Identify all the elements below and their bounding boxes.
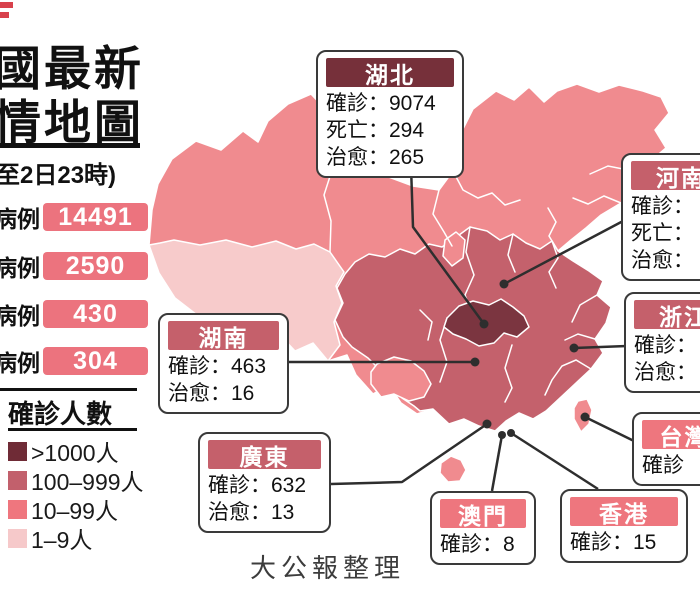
- callout-row: 確診：: [634, 334, 697, 357]
- legend-swatch-dark: [8, 441, 27, 461]
- callout-hunan-title: 湖南: [168, 321, 279, 350]
- callout-henan: 河南 確診： 死亡： 治愈：: [621, 153, 700, 281]
- legend-title: 確診人數: [8, 399, 113, 429]
- callout-row: 確診：15: [570, 531, 657, 554]
- clipped-red-mark: [0, 2, 13, 22]
- callout-row: 治愈：13: [208, 501, 295, 524]
- callout-row: 治愈：265: [326, 146, 425, 169]
- legend-swatch-medium: [8, 470, 27, 490]
- callout-zhejiang-title: 浙江: [634, 300, 700, 329]
- callout-row: 確診：8: [440, 533, 515, 556]
- stat-row-cured: 病例 430: [0, 300, 148, 329]
- stat-value-badge: 2590: [43, 252, 148, 280]
- stat-value-badge: 304: [43, 347, 148, 375]
- callout-row: 確診：632: [208, 474, 307, 497]
- map-region-guizhou: [370, 356, 432, 402]
- callout-taiwan: 台灣 確診: [632, 412, 700, 486]
- callout-row: 死亡：294: [326, 119, 425, 142]
- stat-label: 病例: [0, 206, 40, 232]
- legend-label: 100–999人: [31, 469, 144, 495]
- page-title-line1: 國最新: [0, 42, 144, 95]
- legend-item-10-99: 10–99人: [8, 498, 118, 524]
- legend-item-100-999: 100–999人: [8, 469, 144, 495]
- callout-row: 治愈：: [634, 361, 697, 384]
- stat-row-confirmed: 病例 14491: [0, 203, 148, 232]
- callout-row: 確診：463: [168, 355, 267, 378]
- callout-hunan: 湖南 確診：463 治愈：16: [158, 313, 289, 414]
- legend-title-underline: [8, 428, 137, 431]
- stat-value-badge: 14491: [43, 203, 148, 231]
- title-timestamp: 至2日23時): [0, 162, 117, 189]
- callout-leader-lines: [289, 165, 635, 492]
- legend-item-1000plus: >1000人: [8, 440, 119, 466]
- callout-macau: 澳門 確診：8: [430, 491, 536, 565]
- title-rule: [0, 143, 140, 148]
- legend-item-1-9: 1–9人: [8, 527, 92, 553]
- legend-swatch-pink: [8, 499, 27, 519]
- callout-guangdong-title: 廣東: [208, 440, 321, 469]
- stat-label: 病例: [0, 350, 40, 376]
- callout-hubei: 湖北 確診：9074 死亡：294 治愈：265: [316, 50, 464, 178]
- stat-label: 病例: [0, 255, 40, 281]
- callout-row: 死亡：: [631, 222, 694, 245]
- callout-row: 治愈：: [631, 249, 694, 272]
- callout-zhejiang: 浙江 確診： 治愈：: [624, 292, 700, 393]
- stat-row-suspected: 病例 2590: [0, 252, 148, 281]
- map-island-hainan: [439, 455, 467, 483]
- callout-macau-title: 澳門: [440, 499, 526, 528]
- callout-henan-title: 河南: [631, 161, 700, 190]
- callout-row: 確診：: [631, 195, 694, 218]
- callout-row: 確診：9074: [326, 92, 436, 115]
- page-title-line2: 情地圖: [0, 96, 144, 149]
- stat-value-badge: 430: [43, 300, 148, 328]
- callout-row: 治愈：16: [168, 382, 255, 405]
- legend-swatch-light: [8, 528, 27, 548]
- legend-top-divider: [0, 388, 137, 391]
- callout-hubei-title: 湖北: [326, 58, 454, 87]
- legend-label: >1000人: [31, 440, 119, 466]
- callout-taiwan-title: 台灣: [642, 420, 700, 449]
- legend-label: 10–99人: [31, 498, 118, 524]
- stat-row-deaths: 病例 304: [0, 347, 148, 376]
- stat-label: 病例: [0, 303, 40, 329]
- callout-guangdong: 廣東 確診：632 治愈：13: [198, 432, 331, 533]
- callout-hongkong: 香港 確診：15: [560, 489, 688, 563]
- legend-label: 1–9人: [31, 527, 93, 553]
- callout-row: 確診: [642, 454, 684, 477]
- callout-hongkong-title: 香港: [570, 497, 678, 526]
- callout-anchor-dots: [470, 279, 590, 439]
- source-credit: 大公報整理: [250, 553, 406, 583]
